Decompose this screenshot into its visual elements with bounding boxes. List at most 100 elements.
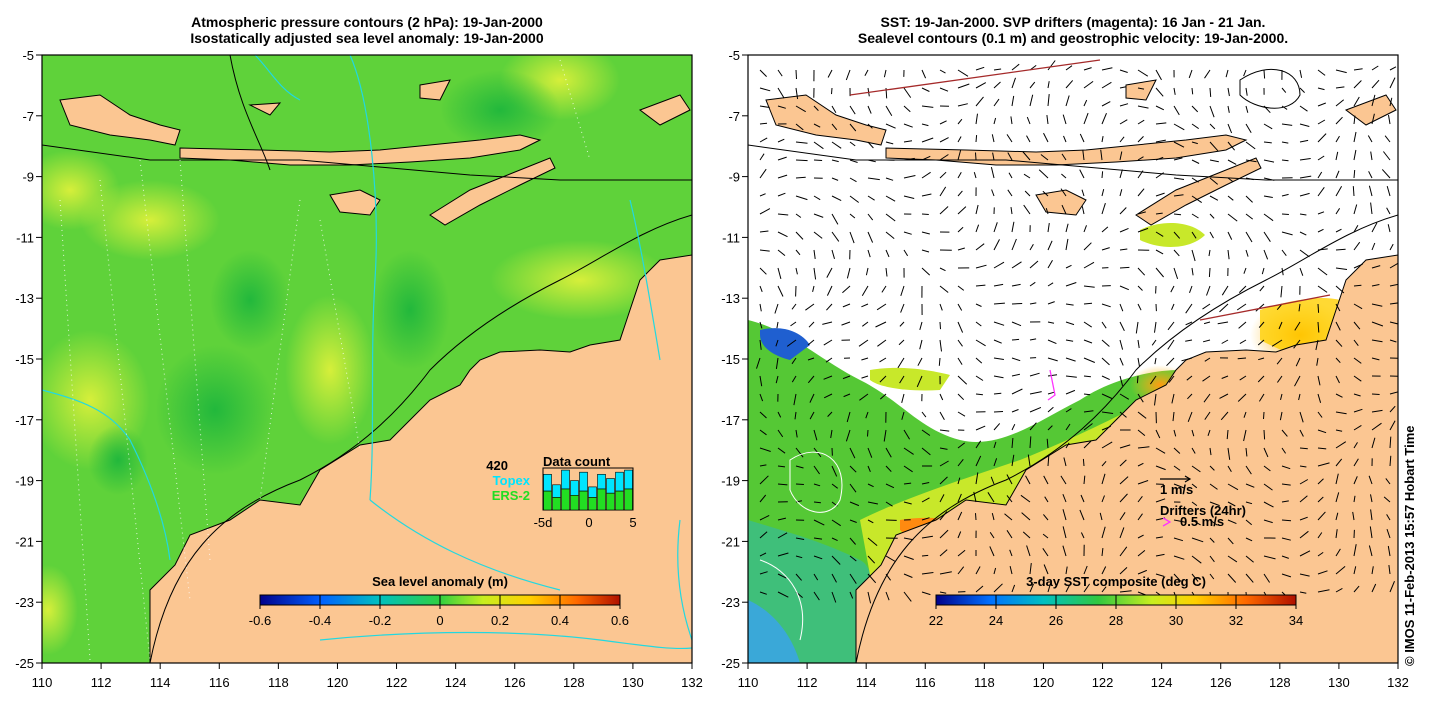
velocity-vector (825, 357, 833, 363)
lon-tick-label-left: 118 (268, 675, 289, 690)
velocity-vector (1022, 151, 1031, 161)
velocity-vector (1011, 63, 1020, 71)
velocity-vector (881, 285, 887, 293)
velocity-vector (1083, 410, 1094, 413)
velocity-vector (1317, 375, 1321, 386)
velocity-vector (1204, 411, 1211, 420)
velocity-vector (777, 267, 782, 280)
velocity-vector (1137, 87, 1145, 90)
sla-colorbar-tick-label: 0.4 (551, 613, 569, 628)
velocity-vector (885, 249, 890, 258)
velocity-vector (939, 69, 946, 74)
velocity-vector (849, 123, 857, 132)
velocity-vector (842, 285, 851, 294)
velocity-vector (759, 411, 767, 419)
velocity-vector (1353, 303, 1363, 310)
velocity-vector (1317, 133, 1327, 143)
velocity-vector (921, 429, 931, 436)
lon-tick-label-right: 128 (1269, 675, 1291, 690)
velocity-vector (1335, 566, 1346, 575)
velocity-vector (957, 531, 962, 539)
velocity-vector (1317, 228, 1324, 233)
velocity-vector (1062, 526, 1067, 539)
velocity-vector (1317, 478, 1324, 485)
velocity-vector (1317, 532, 1323, 539)
velocity-vector (938, 357, 941, 366)
velocity-vector (1065, 375, 1077, 378)
velocity-vector (1042, 548, 1049, 557)
velocity-vector (885, 123, 896, 129)
velocity-vector (939, 171, 947, 179)
velocity-vector (1137, 591, 1146, 596)
velocity-vector (759, 429, 767, 436)
inset-title: Data count (543, 454, 611, 469)
sealevel-contours-cyan-left (42, 55, 692, 650)
velocity-vector (1137, 303, 1142, 311)
velocity-vector (1083, 583, 1091, 593)
velocity-vector (1137, 69, 1149, 77)
velocity-vector (1011, 454, 1015, 467)
velocity-vector (1136, 375, 1139, 384)
sst-colorbar-ticks: 22 24 26 28 30 32 34 (929, 595, 1303, 628)
velocity-vector (1191, 483, 1198, 489)
velocity-vector (1353, 357, 1362, 364)
velocity-vector (1065, 423, 1071, 431)
velocity-vector (1299, 591, 1307, 594)
velocity-vector (975, 393, 983, 396)
velocity-vector (957, 393, 965, 401)
velocity-vector (1170, 285, 1175, 293)
velocity-vector (957, 339, 963, 347)
lon-tick-label-left: 112 (91, 675, 112, 690)
velocity-vector (1009, 549, 1013, 557)
sealevel-contours-white-right (759, 451, 843, 641)
velocity-vector (1227, 555, 1238, 563)
velocity-vector (901, 411, 905, 420)
velocity-vector (1061, 153, 1067, 161)
velocity-vector (1281, 483, 1291, 486)
velocity-vector (1191, 465, 1201, 473)
velocity-vector (777, 231, 788, 238)
velocity-vector (1083, 565, 1088, 575)
velocity-vector (1080, 494, 1085, 503)
velocity-vector (813, 267, 817, 280)
velocity-vector (1245, 87, 1248, 96)
velocity-vector (1209, 213, 1215, 219)
velocity-vector (1263, 213, 1274, 222)
velocity-vector (1281, 141, 1289, 144)
velocity-vector (1063, 457, 1067, 467)
velocity-vector (1119, 459, 1127, 467)
velocity-vector (1317, 187, 1325, 197)
velocity-vector (831, 519, 841, 527)
velocity-vector (1137, 480, 1149, 485)
velocity-vector (759, 122, 768, 125)
velocity-vector (1137, 550, 1146, 557)
velocity-vector (1317, 511, 1326, 521)
velocity-vector (1203, 321, 1211, 325)
inset-bar-ers2 (606, 492, 615, 511)
velocity-vector (975, 513, 977, 521)
velocity-vector (842, 375, 851, 380)
velocity-vector (1317, 171, 1323, 179)
sla-colorbar-ticks: -0.6 -0.4 -0.2 0 0.2 0.4 0.6 (249, 595, 629, 628)
lat-tick-label-right: -15 (721, 352, 740, 367)
velocity-vector (867, 213, 874, 221)
velocity-vector (1209, 465, 1215, 471)
lat-tick-label-left: -11 (16, 230, 34, 245)
lat-tick-label-right: -23 (721, 595, 740, 610)
inset-bar-ers2 (597, 488, 606, 511)
velocity-vector (1011, 388, 1023, 395)
velocity-vector (1261, 267, 1265, 275)
velocity-vector (1021, 512, 1031, 521)
velocity-vector (795, 231, 804, 240)
velocity-vector (1006, 495, 1013, 503)
scale-arrow-head (1184, 475, 1192, 483)
velocity-vector (1245, 141, 1256, 150)
velocity-vector (1155, 105, 1165, 111)
velocity-vector (827, 411, 833, 417)
velocity-vector (1101, 375, 1110, 381)
velocity-vector (1263, 429, 1266, 440)
velocity-vector (1381, 169, 1391, 179)
velocity-vector (777, 591, 789, 598)
velocity-vector (957, 172, 962, 179)
velocity-vector (1011, 338, 1020, 341)
